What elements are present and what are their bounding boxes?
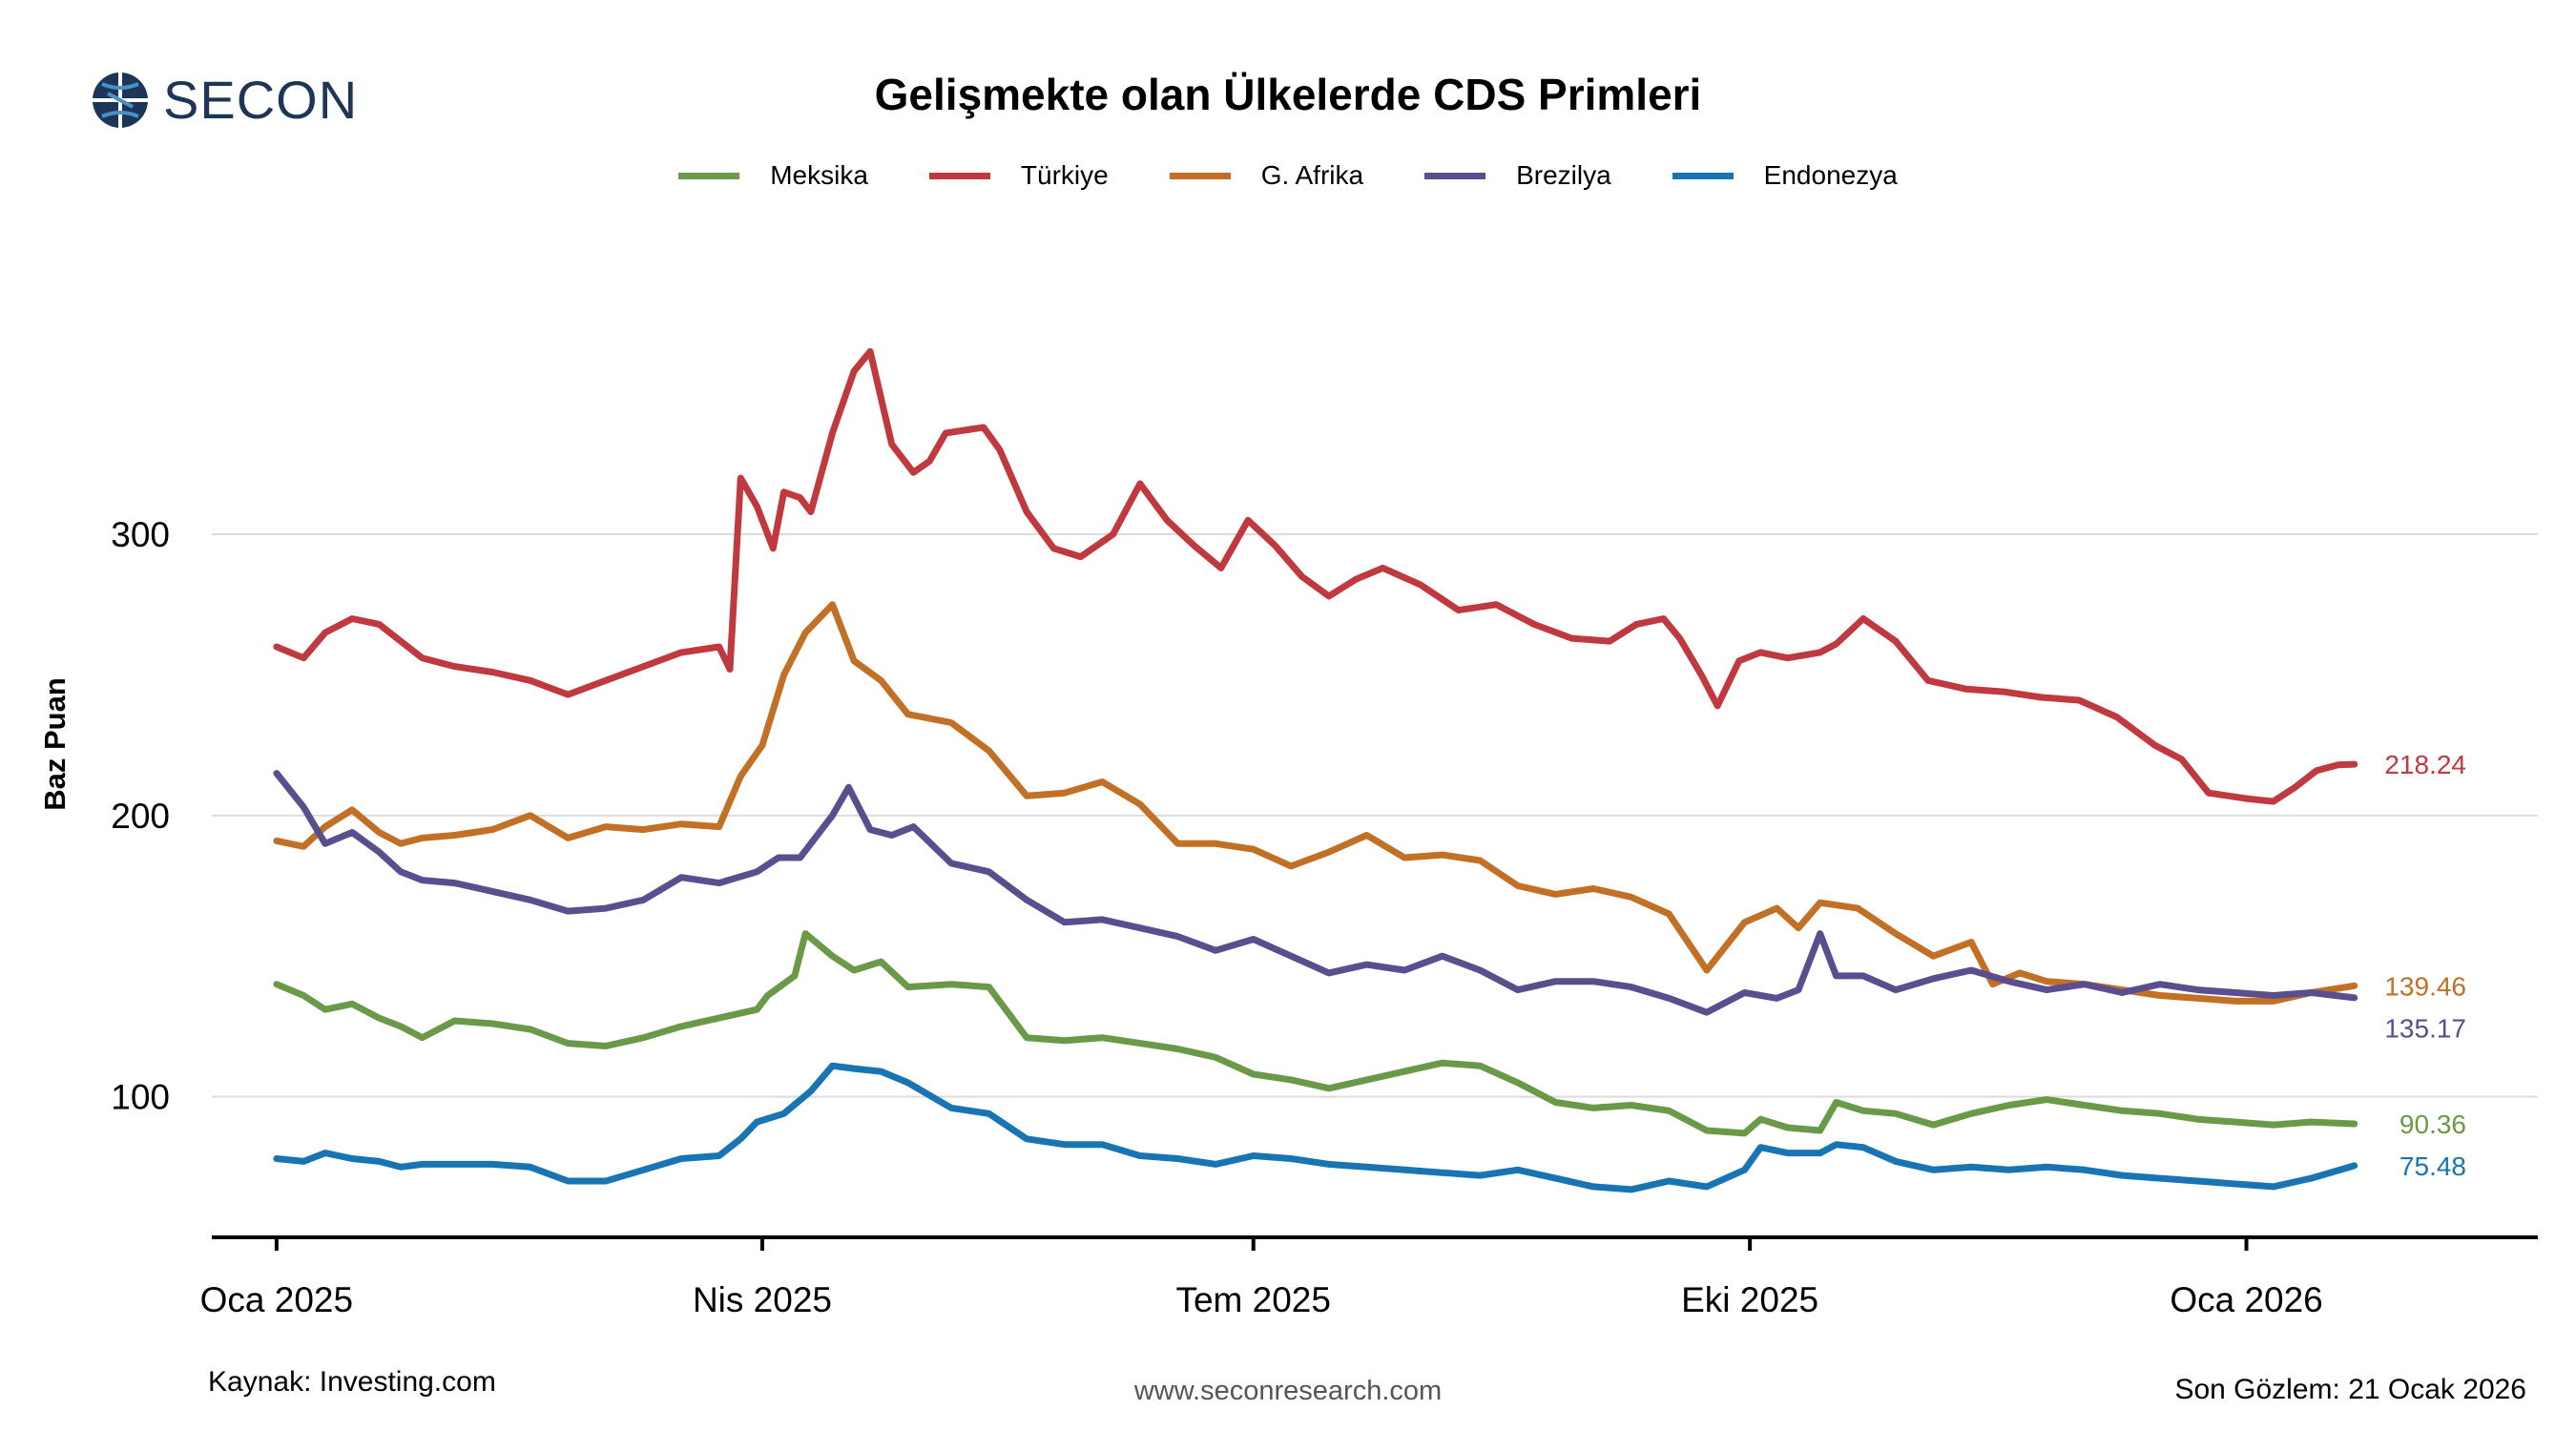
legend-item-2[interactable]: G. Afrika [1169,160,1364,191]
series-line-3 [273,770,2358,1016]
end-label-4: 75.48 [2399,1151,2466,1181]
secon-globe-icon [93,72,148,128]
y-tick-label-300: 300 [111,515,170,554]
y-axis-ticks: 100 200 300 [111,515,170,1117]
grid-lines [212,533,2538,1098]
logo: SECON [91,69,358,131]
x-tick-label: Oca 2026 [2170,1280,2322,1319]
legend-label: Brezilya [1516,160,1611,190]
end-label-1: 218.24 [2384,750,2466,779]
end-label-3: 135.17 [2384,1013,2466,1043]
x-axis-ticks: Oca 2025 Nis 2025 Tem 2025 Eki 2025 Oca 2026 [200,1237,2323,1319]
series-line-1 [273,347,2358,805]
x-tick-label: Nis 2025 [693,1280,832,1319]
x-tick-label: Eki 2025 [1681,1280,1818,1319]
legend-item-0[interactable]: Meksika [678,160,868,191]
series-line-2 [273,601,2358,1005]
y-tick-label-100: 100 [111,1078,170,1117]
chart-title: Gelişmekte olan Ülkelerde CDS Primleri [874,70,1702,119]
x-tick-label: Oca 2025 [200,1280,353,1319]
x-tick-label: Tem 2025 [1175,1280,1331,1319]
legend-label: Endonezya [1763,160,1898,190]
source-note: Kaynak: Investing.com [208,1366,496,1398]
end-label-2: 139.46 [2384,971,2466,1001]
legend-swatch [1169,172,1231,179]
legend-swatch [928,172,990,179]
legend: Meksika Türkiye G. Afrika Brezilya Endonezya [0,160,2576,191]
series-lines [273,347,2358,1193]
legend-swatch [1672,172,1734,179]
end-label-0: 90.36 [2399,1110,2466,1139]
end-labels: 218.24 139.46 135.17 90.36 75.48 [2384,750,2466,1181]
legend-item-4[interactable]: Endonezya [1672,160,1898,191]
y-tick-label-200: 200 [111,797,170,836]
website-link[interactable]: www.seconresearch.com [1133,1376,1443,1406]
legend-label: Meksika [770,160,868,190]
logo-text: SECON [163,70,359,130]
legend-label: G. Afrika [1260,160,1364,190]
series-line-0 [273,930,2358,1137]
legend-item-3[interactable]: Brezilya [1424,160,1611,191]
legend-label: Türkiye [1020,160,1109,190]
last-observation-note: Son Gözlem: 21 Ocak 2026 [2174,1374,2526,1405]
series-line-4 [273,1062,2358,1193]
legend-swatch [1424,172,1486,179]
legend-swatch [678,172,740,179]
legend-item-1[interactable]: Türkiye [928,160,1109,191]
